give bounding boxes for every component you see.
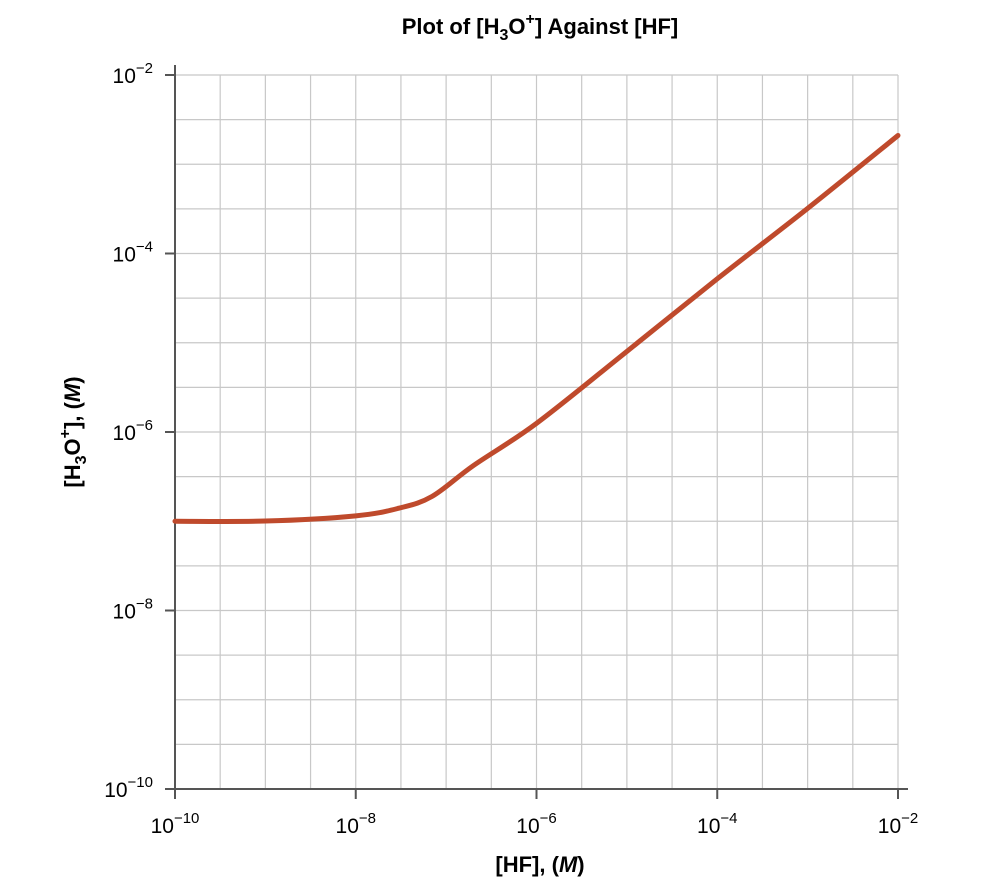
- x-axis-ticks: 10−10 10−8 10−6 10−4 10−2: [151, 789, 918, 838]
- y-tick-label: 10−2: [113, 60, 153, 88]
- y-tick-label: 10−4: [113, 239, 153, 267]
- y-axis-label: [H3O+], (M): [57, 376, 90, 487]
- x-tick-label: 10−8: [336, 810, 376, 838]
- axes: [174, 65, 908, 790]
- series-group: [172, 132, 901, 525]
- y-tick-label: 10−8: [113, 596, 153, 624]
- grid: [174, 74, 899, 790]
- x-tick-label: 10−2: [878, 810, 918, 838]
- x-tick-label: 10−10: [151, 810, 200, 838]
- x-tick-label: 10−4: [697, 810, 737, 838]
- y-tick-label: 10−6: [113, 417, 153, 445]
- series-line: [172, 132, 901, 525]
- x-axis-label: [HF], (M): [495, 852, 584, 877]
- x-tick-label: 10−6: [516, 810, 556, 838]
- y-axis-ticks: 10−10 10−8 10−6 10−4 10−2: [104, 60, 175, 802]
- y-tick-label: 10−10: [104, 774, 153, 802]
- chart-title: Plot of [H3O+] Against [HF]: [402, 11, 679, 44]
